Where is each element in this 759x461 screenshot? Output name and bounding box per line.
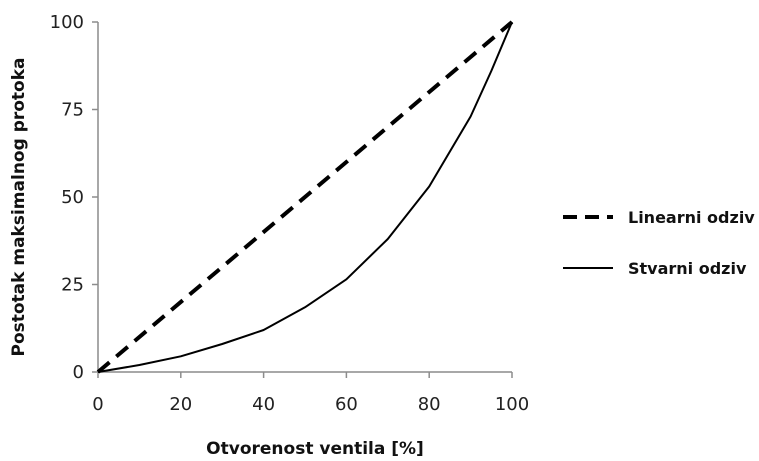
x-tick-label: 100 bbox=[495, 394, 529, 415]
plot-area bbox=[96, 20, 514, 374]
y-tick-label: 75 bbox=[61, 100, 84, 121]
legend-label-linearni-odziv: Linearni odziv bbox=[628, 208, 755, 227]
y-tick-label: 50 bbox=[61, 187, 84, 208]
legend-label-stvarni-odziv: Stvarni odziv bbox=[628, 259, 747, 278]
y-tick-label: 100 bbox=[50, 12, 84, 33]
x-tick-label: 40 bbox=[252, 394, 275, 415]
y-axis-label: Postotak maksimalnog protoka bbox=[9, 57, 29, 356]
series-line-linearni-odziv bbox=[96, 20, 514, 374]
x-axis-label: Otvorenost ventila [%] bbox=[206, 439, 424, 459]
x-tick-label: 0 bbox=[92, 394, 103, 415]
tick-marks-and-labels: 0 25 50 75 100 0 20 40 60 80 100 bbox=[50, 12, 530, 415]
y-tick-label: 0 bbox=[73, 362, 84, 383]
x-tick-label: 60 bbox=[335, 394, 358, 415]
x-tick-label: 20 bbox=[169, 394, 192, 415]
y-tick-label: 25 bbox=[61, 275, 84, 296]
series-line-stvarni-odziv bbox=[97, 21, 513, 373]
x-tick-label: 80 bbox=[418, 394, 441, 415]
legend: Linearni odziv Stvarni odziv bbox=[563, 208, 755, 278]
